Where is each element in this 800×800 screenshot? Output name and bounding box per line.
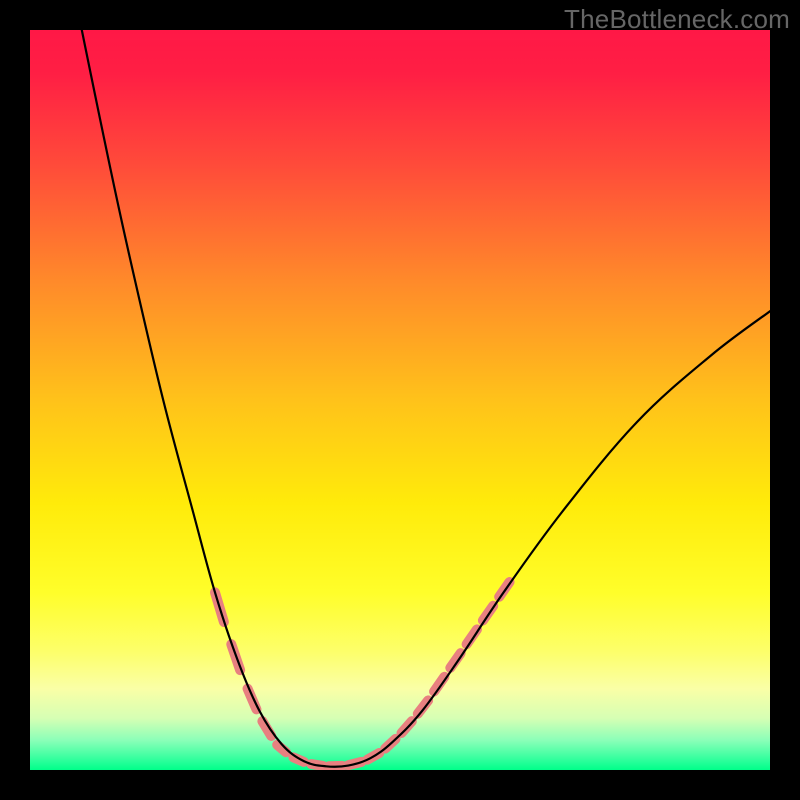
chart-svg bbox=[0, 0, 800, 800]
watermark-text: TheBottleneck.com bbox=[564, 4, 790, 35]
chart-stage: TheBottleneck.com bbox=[0, 0, 800, 800]
